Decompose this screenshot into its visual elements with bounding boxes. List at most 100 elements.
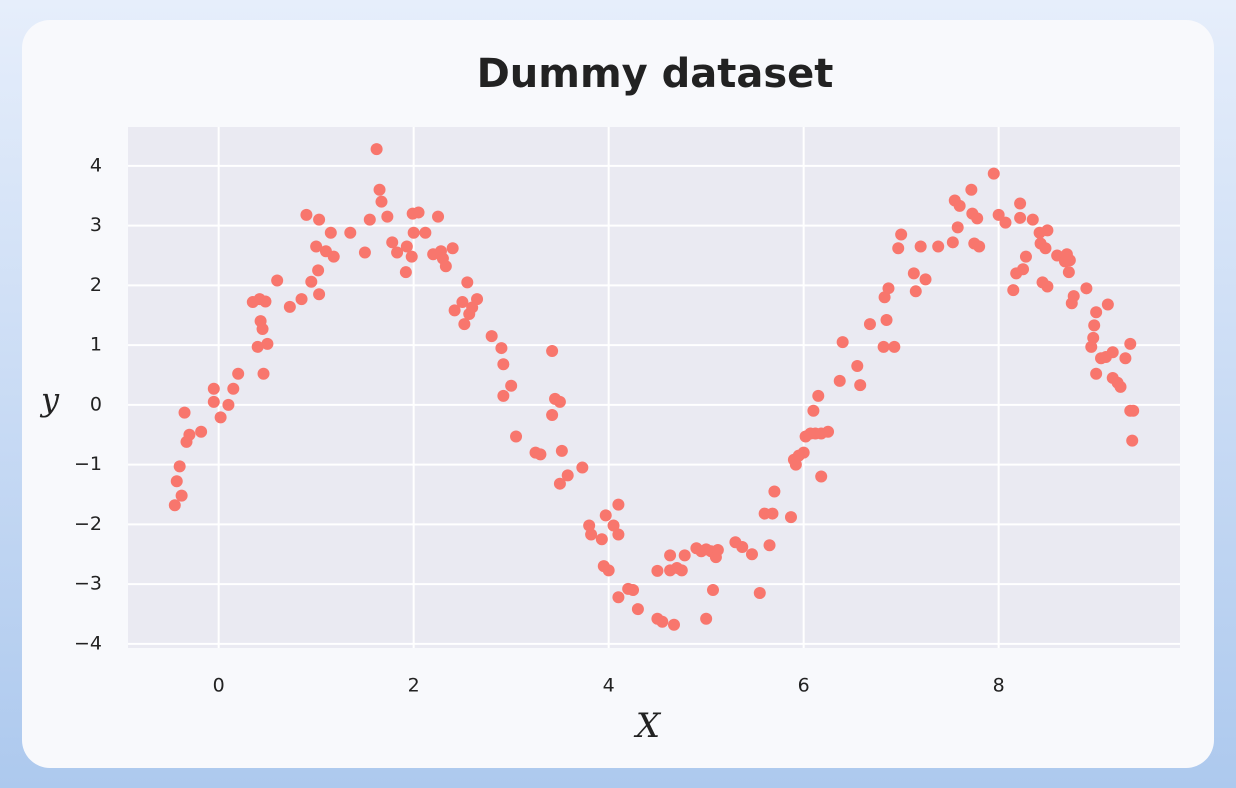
point (607, 519, 620, 532)
point (407, 226, 420, 239)
point (207, 382, 220, 395)
point (168, 499, 181, 512)
point (1026, 213, 1039, 226)
point (344, 226, 357, 239)
point (222, 398, 235, 411)
point (419, 226, 432, 239)
point (987, 167, 1000, 180)
point (363, 213, 376, 226)
point (170, 475, 183, 488)
point (706, 584, 719, 597)
y-tick-label: 2 (90, 274, 102, 296)
point (510, 430, 523, 443)
y-axis-label: y (39, 381, 60, 419)
point (1039, 242, 1052, 255)
point (651, 564, 664, 577)
point (313, 288, 326, 301)
point (599, 509, 612, 522)
point (283, 300, 296, 313)
point (400, 240, 413, 253)
point (822, 425, 835, 438)
point (1019, 250, 1032, 263)
point (497, 358, 510, 371)
point (1014, 197, 1027, 210)
point (919, 273, 932, 286)
point (553, 477, 566, 490)
point (300, 208, 313, 221)
point (534, 448, 547, 461)
point (932, 240, 945, 253)
point (555, 444, 568, 457)
x-tick-label: 8 (993, 675, 1005, 697)
point (1007, 284, 1020, 297)
point (1126, 434, 1139, 447)
point (768, 485, 781, 498)
point (812, 389, 825, 402)
point (627, 584, 640, 597)
point (259, 295, 272, 308)
point (1106, 346, 1119, 359)
x-tick-label: 2 (408, 675, 420, 697)
point (261, 337, 274, 350)
point (439, 260, 452, 273)
point (1041, 280, 1054, 293)
point (612, 498, 625, 511)
point (675, 564, 688, 577)
point (612, 528, 625, 541)
point (232, 367, 245, 380)
y-tick-label: −3 (74, 573, 102, 595)
point (1090, 367, 1103, 380)
point (992, 208, 1005, 221)
point (888, 340, 901, 353)
point (595, 533, 608, 546)
point (178, 406, 191, 419)
point (358, 246, 371, 259)
x-tick-label: 4 (603, 675, 615, 697)
point (1087, 331, 1100, 344)
point (227, 382, 240, 395)
point (305, 275, 318, 288)
point (546, 408, 559, 421)
y-tick-label: 3 (90, 214, 102, 236)
point (1127, 404, 1140, 417)
point (585, 528, 598, 541)
point (1090, 306, 1103, 319)
x-tick-label: 6 (798, 675, 810, 697)
point (878, 291, 891, 304)
point (965, 183, 978, 196)
point (907, 267, 920, 280)
point (664, 549, 677, 562)
point (458, 318, 471, 331)
point (1124, 337, 1137, 350)
point (399, 266, 412, 279)
point (448, 304, 461, 317)
point (877, 340, 890, 353)
point (391, 246, 404, 259)
chart-title: Dummy dataset (477, 51, 834, 97)
point (576, 461, 589, 474)
point (914, 240, 927, 253)
point (815, 470, 828, 483)
point (214, 411, 227, 424)
point (497, 389, 510, 402)
point (373, 183, 386, 196)
point (1119, 352, 1132, 365)
point (784, 511, 797, 524)
point (1080, 282, 1093, 295)
point (999, 216, 1012, 229)
point (602, 564, 615, 577)
point (313, 213, 326, 226)
point (583, 519, 596, 532)
point (412, 206, 425, 219)
point (461, 276, 474, 289)
point (456, 296, 469, 309)
point (1114, 380, 1127, 393)
point (1063, 254, 1076, 267)
point (324, 226, 337, 239)
point (631, 603, 644, 616)
point (405, 250, 418, 263)
point (295, 293, 308, 306)
point (667, 618, 680, 631)
